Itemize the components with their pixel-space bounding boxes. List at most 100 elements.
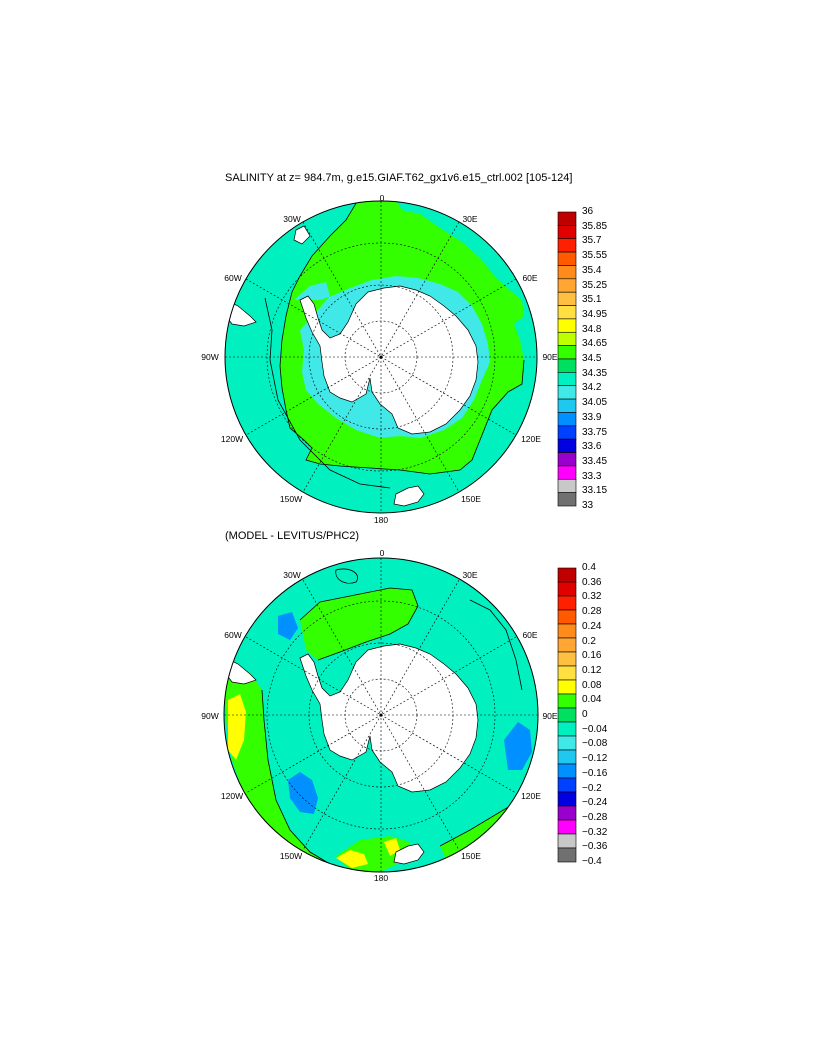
lon-label-60e: 60E (522, 630, 538, 640)
colorbar-swatch (557, 211, 577, 226)
graticule (224, 558, 538, 872)
colorbar-swatch (557, 735, 577, 751)
colorbar-swatch (557, 438, 577, 453)
colorbar-swatch (557, 358, 577, 373)
lon-label-150e: 150E (461, 494, 481, 504)
difference-positive-anomaly-west (228, 694, 246, 760)
panel-title-salinity: SALINITY at z= 984.7m, g.e15.GIAF.T62_gx… (225, 172, 573, 184)
colorbar-swatch (557, 318, 577, 333)
difference-negative-anomaly-east (504, 722, 532, 770)
colorbar-swatch (557, 251, 577, 266)
panel-title-difference: (MODEL - LEVITUS/PHC2) (225, 530, 360, 542)
africa-land (293, 225, 311, 245)
lon-label-90w: 90W (201, 352, 219, 362)
colorbar-tick-label: 0.24 (582, 620, 602, 632)
colorbar-tick-label: 34.2 (582, 382, 602, 394)
lon-label-30e: 30E (462, 214, 478, 224)
colorbar-swatch (557, 291, 577, 306)
colorbar-swatch (557, 805, 577, 821)
colorbar-tick-label: 34.5 (582, 353, 602, 364)
colorbar-tick-label: 0.16 (582, 650, 602, 662)
colorbar-swatch (557, 398, 577, 413)
colorbar-tick-label: −0.28 (582, 811, 608, 823)
lon-label-60w: 60W (224, 630, 242, 640)
colorbar-tick-label: 0.28 (582, 606, 602, 618)
antarctica-landmass (299, 643, 479, 793)
colorbar-swatch (557, 651, 577, 667)
colorbar-tick-label: 34.35 (582, 367, 608, 379)
colorbar-swatch (557, 749, 577, 765)
colorbar-swatch (557, 452, 577, 467)
colorbar-tick-label: 0.08 (582, 679, 602, 691)
colorbar-swatch (557, 637, 577, 653)
difference-colorbar (557, 567, 577, 863)
lon-label-90e: 90E (542, 711, 558, 721)
colorbar-swatch (557, 331, 577, 346)
lon-label-90e: 90E (542, 352, 558, 362)
lon-label-30w: 30W (283, 570, 301, 580)
colorbar-swatch (557, 581, 577, 597)
colorbar-tick-label: 33.3 (582, 470, 602, 482)
colorbar-tick-label: −0.04 (582, 723, 608, 735)
colorbar-tick-label: 0.04 (582, 694, 602, 706)
colorbar-swatch (557, 305, 577, 320)
colorbar-swatch (557, 478, 577, 493)
difference-map (223, 557, 539, 873)
colorbar-tick-label: 34.65 (582, 338, 608, 350)
lon-label-30w: 30W (283, 214, 301, 224)
colorbar-tick-label: 36 (582, 206, 594, 217)
antarctica-landmass (299, 285, 479, 435)
colorbar-swatch (557, 679, 577, 695)
difference-negative-anomaly-southwest (288, 772, 318, 814)
difference-positive-anomaly-south (336, 850, 368, 868)
lon-label-120e: 120E (521, 434, 541, 444)
colorbar-tick-label: 35.1 (582, 294, 602, 306)
colorbar-tick-label: 35.4 (582, 264, 602, 276)
colorbar-tick-label: 0.2 (582, 635, 596, 647)
colorbar-swatch (557, 665, 577, 681)
colorbar-tick-label: 34.95 (582, 308, 608, 320)
colorbar-tick-label: 35.55 (582, 250, 608, 262)
colorbar-swatch (557, 707, 577, 723)
colorbar-swatch (557, 238, 577, 253)
colorbar-swatch (557, 567, 577, 583)
colorbar-swatch (557, 791, 577, 807)
colorbar-tick-label: −0.36 (582, 841, 608, 853)
colorbar-tick-label: −0.4 (582, 856, 602, 867)
new-zealand-land (393, 485, 425, 507)
lon-label-150w: 150W (279, 851, 303, 861)
lon-label-90w: 90W (201, 711, 219, 721)
lon-label-180: 180 (373, 873, 389, 883)
lon-label-60w: 60W (224, 273, 242, 283)
colorbar-tick-label: −0.24 (582, 797, 608, 809)
colorbar-tick-label: −0.08 (582, 738, 608, 750)
colorbar-tick-label: 34.05 (582, 397, 608, 409)
lon-label-0: 0 (379, 193, 385, 203)
colorbar-tick-label: −0.12 (582, 753, 608, 765)
colorbar-swatch (557, 425, 577, 440)
colorbar-tick-label: −0.2 (582, 782, 602, 794)
colorbar-swatch (557, 721, 577, 737)
map-border (223, 557, 539, 873)
colorbar-swatch (557, 412, 577, 427)
colorbar-swatch (557, 763, 577, 779)
lon-label-150w: 150W (279, 494, 303, 504)
colorbar-swatch (557, 819, 577, 835)
salinity-colorbar (557, 211, 577, 507)
colorbar-tick-label: 34.8 (582, 323, 602, 335)
colorbar-tick-label: 33 (582, 500, 594, 511)
salinity-map (224, 200, 538, 514)
new-zealand-land (393, 843, 425, 865)
contour-lines (264, 201, 525, 489)
colorbar-tick-label: 0.36 (582, 576, 602, 588)
colorbar-tick-label: 33.9 (582, 411, 602, 423)
colorbar-swatch (557, 278, 577, 293)
colorbar-swatch (557, 693, 577, 709)
colorbar-swatch (557, 345, 577, 360)
lon-label-180: 180 (373, 515, 389, 525)
colorbar-swatch (557, 847, 577, 863)
contour-lines (261, 568, 523, 865)
colorbar-swatch (557, 265, 577, 280)
lon-label-120e: 120E (521, 791, 541, 801)
